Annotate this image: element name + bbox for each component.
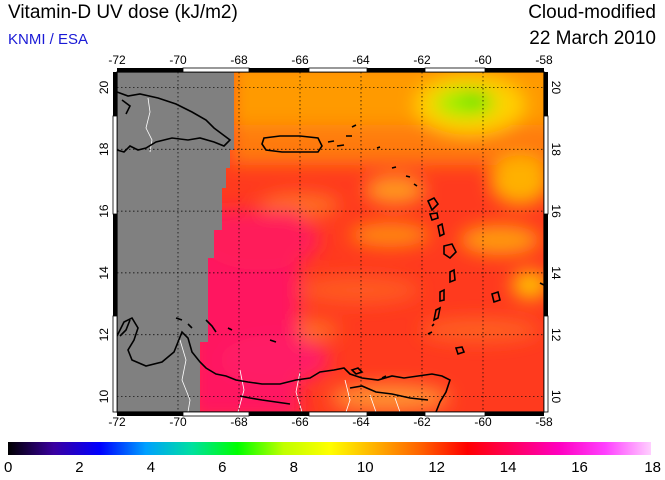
- no-data-region: [117, 72, 234, 412]
- colorbar-tick-label: 18: [644, 459, 661, 476]
- latitude-tick-label: 20: [97, 80, 111, 94]
- colorbar: [8, 442, 651, 455]
- longitude-tick-label: -60: [474, 415, 492, 429]
- latitude-tick-label: 12: [549, 328, 563, 342]
- colorbar-tick-label: 0: [4, 459, 13, 476]
- longitude-tick-label: -62: [413, 53, 431, 67]
- longitude-tick-label: -58: [535, 415, 553, 429]
- latitude-tick-label: 10: [549, 390, 563, 404]
- axis-bars: [112, 67, 549, 417]
- uv-dose-field: [117, 72, 544, 412]
- date-label: 22 March 2010: [529, 28, 656, 49]
- colorbar-tick-label: 16: [571, 459, 588, 476]
- graticule: [117, 72, 544, 412]
- latitude-tick-label: 16: [549, 204, 563, 218]
- country-borders: [145, 97, 401, 413]
- latitude-tick-label: 12: [97, 328, 111, 342]
- colorbar-tick-label: 2: [75, 459, 84, 476]
- latitude-tick-label: 14: [97, 266, 111, 280]
- colorbar-tick-label: 10: [356, 459, 374, 476]
- latitude-tick-label: 16: [97, 204, 111, 218]
- longitude-tick-label: -68: [230, 415, 248, 429]
- longitude-tick-label: -62: [413, 415, 431, 429]
- longitude-tick-label: -64: [352, 53, 370, 67]
- latitude-tick-label: 10: [97, 390, 111, 404]
- longitude-labels-top: -72 -70 -68 -66 -64 -62 -60 -58: [108, 53, 553, 67]
- latitude-tick-label: 20: [549, 81, 563, 95]
- longitude-tick-label: -66: [291, 415, 309, 429]
- longitude-tick-label: -68: [230, 53, 248, 67]
- latitude-tick-label: 18: [549, 143, 563, 157]
- latitude-labels-right: 10 12 14 16 18 20: [549, 81, 563, 404]
- longitude-tick-label: -72: [108, 53, 126, 67]
- source-credit: KNMI / ESA: [8, 31, 89, 48]
- product-label: Cloud-modified: [528, 2, 656, 23]
- latitude-tick-label: 14: [549, 266, 563, 280]
- longitude-tick-label: -72: [108, 415, 126, 429]
- colorbar-tick-label: 8: [289, 459, 298, 476]
- colorbar-tick-label: 4: [146, 459, 156, 476]
- longitude-tick-label: -70: [169, 53, 187, 67]
- latitude-labels-left: 10 12 14 16 18 20: [97, 80, 111, 403]
- longitude-tick-label: -66: [291, 53, 309, 67]
- longitude-tick-label: -60: [474, 53, 492, 67]
- colorbar-tick-label: 6: [218, 459, 227, 476]
- longitude-labels-bottom: -72 -70 -68 -66 -64 -62 -60 -58: [108, 415, 553, 429]
- colorbar-tick-label: 12: [428, 459, 445, 476]
- longitude-tick-label: -70: [169, 415, 187, 429]
- latitude-tick-label: 18: [97, 142, 111, 156]
- map-title: Vitamin-D UV dose (kJ/m2): [8, 2, 238, 23]
- coastlines: [116, 91, 545, 413]
- colorbar-tick-label: 14: [499, 459, 517, 476]
- longitude-tick-label: -64: [352, 415, 370, 429]
- uv-dose-map: -72 -70 -68 -66 -64 -62 -60 -58 -72 -70 -68 -66 -64…: [97, 53, 563, 429]
- longitude-tick-label: -58: [535, 53, 553, 67]
